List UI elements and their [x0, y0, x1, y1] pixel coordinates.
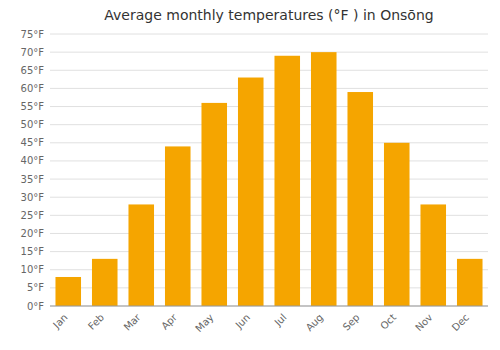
bar: [165, 146, 191, 306]
bar: [311, 52, 337, 306]
bar: [457, 259, 483, 306]
x-tick-label: Jan: [50, 312, 69, 331]
bar: [128, 204, 154, 306]
chart-container: Average monthly temperatures (°F ) in On…: [0, 0, 500, 350]
y-tick-label: 10°F: [21, 264, 45, 275]
y-tick-label: 0°F: [27, 301, 44, 312]
x-tick-label: May: [193, 312, 215, 334]
y-tick-label: 5°F: [27, 282, 44, 293]
grid-line: [50, 306, 488, 307]
bar: [420, 204, 446, 306]
x-tick-label: Mar: [122, 311, 144, 333]
grid-line: [50, 160, 488, 161]
bar: [384, 143, 410, 306]
x-tick-label: Nov: [413, 312, 435, 334]
x-tick-label: Sep: [341, 312, 362, 333]
y-tick-label: 65°F: [21, 65, 45, 76]
bars: [55, 52, 482, 306]
bar: [274, 56, 300, 306]
y-grid: [50, 34, 488, 306]
y-tick-label: 45°F: [21, 137, 45, 148]
grid-line: [50, 179, 488, 180]
bar: [347, 92, 373, 306]
x-tick-label: Dec: [450, 312, 471, 333]
grid-line: [50, 52, 488, 53]
y-tick-label: 30°F: [21, 192, 45, 203]
y-tick-label: 15°F: [21, 246, 45, 257]
x-tick-label: Jun: [233, 312, 253, 332]
x-tick-label: Feb: [86, 312, 106, 332]
bar: [55, 277, 81, 306]
x-tick-label: Jul: [272, 312, 289, 329]
grid-line: [50, 70, 488, 71]
y-tick-label: 55°F: [21, 101, 45, 112]
y-tick-label: 60°F: [21, 83, 45, 94]
y-tick-label: 75°F: [21, 29, 45, 40]
bar: [238, 78, 264, 306]
grid-line: [50, 106, 488, 107]
x-tick-label: Aug: [304, 312, 326, 334]
bar: [92, 259, 118, 306]
y-tick-label: 70°F: [21, 47, 45, 58]
x-tick-labels: Jan Feb Mar Apr May Jun Jul Aug Sep Oct Nov Dec: [50, 311, 471, 334]
grid-line: [50, 34, 488, 35]
chart: Average monthly temperatures (°F ) in On…: [0, 0, 500, 350]
y-tick-label: 40°F: [21, 155, 45, 166]
y-tick-labels: 0°F 5°F 10°F 15°F 20°F 25°F 30°F 35°F 40°F 45°F 50…: [21, 29, 45, 312]
grid-line: [50, 142, 488, 143]
grid-line: [50, 197, 488, 198]
grid-line: [50, 124, 488, 125]
y-tick-label: 25°F: [21, 210, 45, 221]
grid-line: [50, 88, 488, 89]
y-tick-label: 20°F: [21, 228, 45, 239]
y-tick-label: 35°F: [21, 174, 45, 185]
bar: [201, 103, 227, 306]
y-tick-label: 50°F: [21, 119, 45, 130]
title: Average monthly temperatures (°F ) in On…: [104, 7, 433, 23]
x-tick-label: Apr: [159, 311, 180, 332]
x-tick-label: Oct: [378, 312, 398, 332]
x-axis-line: [50, 306, 488, 307]
